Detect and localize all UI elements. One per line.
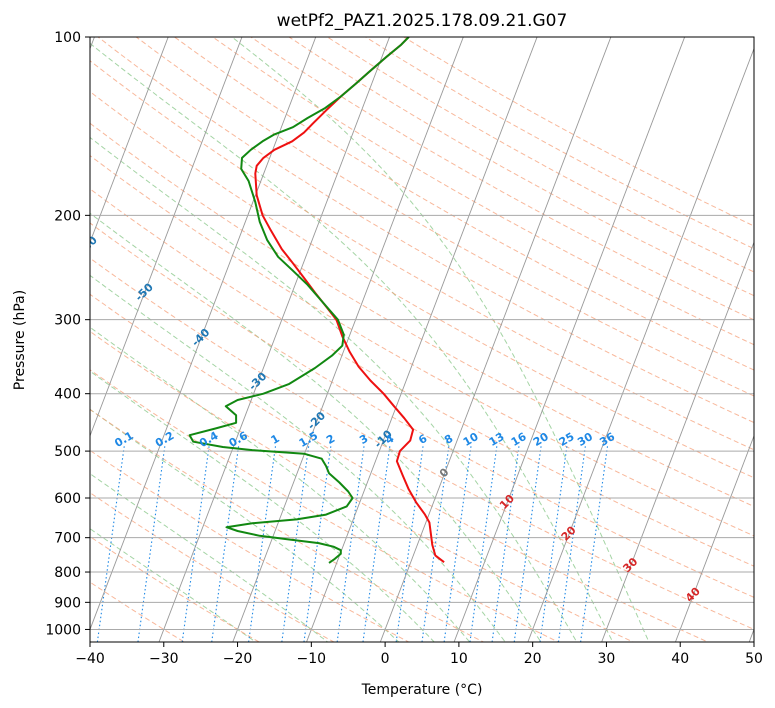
x-tick-label: 40 <box>671 651 689 667</box>
mixing-ratio-line <box>336 445 365 642</box>
moist-adiabat-line <box>90 326 471 642</box>
mixing-ratio-line <box>557 445 586 642</box>
x-tick-label: −40 <box>75 651 105 667</box>
isotherm-line <box>232 37 464 642</box>
pressure-grid <box>90 37 754 630</box>
x-tick-label: 20 <box>524 651 542 667</box>
y-tick-label: 500 <box>54 444 81 460</box>
mixing-ratio-line <box>303 445 332 642</box>
mixing-ratio-line <box>513 445 542 642</box>
x-tick-label: −20 <box>223 651 253 667</box>
isotherm-line <box>306 37 538 642</box>
x-tick-label: −30 <box>149 651 179 667</box>
mixing-ratio-line <box>469 445 498 642</box>
y-tick-label: 1000 <box>45 622 81 638</box>
profile-lines <box>188 37 445 564</box>
dry-adiabat-line <box>90 449 410 642</box>
isotherm-line <box>453 37 686 642</box>
isotherm-line <box>601 240 754 642</box>
dry-adiabat-line <box>90 257 754 630</box>
skewed-isotherms <box>90 37 754 642</box>
moist-adiabat-line <box>90 274 506 642</box>
mixing-ratio-line <box>580 445 609 642</box>
mixing-ratio-line <box>137 445 166 642</box>
chart-title: wetPf2_PAZ1.2025.178.09.21.G07 <box>277 11 568 31</box>
dry-adiabat-line <box>90 408 485 642</box>
moist-adiabat-line <box>90 370 435 642</box>
mixing-ratio-line <box>248 445 277 642</box>
moist-adiabat-line <box>90 528 257 642</box>
y-axis-ticks: 100 200 300 400 500 600 700 800 900 1000 <box>45 30 90 638</box>
dry-adiabat-line <box>135 37 754 397</box>
dry-adiabat-line <box>90 369 560 642</box>
dry-adiabat-line <box>90 536 261 642</box>
isotherm-line <box>90 37 243 438</box>
mixing-ratio-line <box>395 445 424 642</box>
mixing-ratio-line <box>539 445 568 642</box>
y-tick-label: 700 <box>54 531 81 547</box>
dry-adiabat-line <box>173 37 754 371</box>
isotherm-line <box>379 37 612 642</box>
moist-adiabat-line <box>231 37 650 642</box>
isotherm-line <box>90 37 169 244</box>
isotherm-line <box>527 47 754 642</box>
dry-adiabat-line <box>90 492 335 642</box>
mixing-ratio-line <box>211 445 240 642</box>
y-tick-label: 100 <box>54 30 81 46</box>
moist-adiabats <box>90 37 650 642</box>
isotherm-line <box>674 434 754 642</box>
y-tick-label: 300 <box>54 313 81 329</box>
dry-adiabat-line <box>402 37 754 227</box>
mixing-ratio-line <box>362 445 391 642</box>
mixing-ratio-line <box>281 445 310 642</box>
plot-area: -100-90-80-70-60-50-40-30-20-10010203040… <box>77 37 754 642</box>
y-tick-label: 400 <box>54 387 81 403</box>
moist-adiabat-line <box>90 212 542 642</box>
moist-adiabat-line <box>90 136 578 642</box>
y-tick-label: 200 <box>54 208 81 224</box>
x-axis-title: Temperature (°C) <box>361 682 483 698</box>
dry-adiabat-line <box>90 330 635 642</box>
dry-adiabat-line <box>90 188 754 567</box>
dry-adiabat-line <box>211 37 754 346</box>
dewpoint-profile-line <box>188 37 410 564</box>
dry-adiabat-line <box>90 122 754 508</box>
isotherm-label: -60 <box>77 233 100 256</box>
isotherm-line <box>90 37 317 631</box>
mixing-ratio-lines <box>96 445 609 642</box>
mixing-ratio-line <box>421 445 450 642</box>
x-axis-ticks: −40 −30 −20 −10 0 10 20 30 40 50 <box>75 642 763 667</box>
dry-adiabat-line <box>90 91 754 479</box>
x-tick-label: 50 <box>745 651 763 667</box>
mixing-ratio-line <box>491 445 520 642</box>
x-tick-label: −10 <box>297 651 327 667</box>
dry-adiabat-line <box>90 293 710 642</box>
x-tick-label: 30 <box>598 651 616 667</box>
x-tick-label: 10 <box>450 651 468 667</box>
isotherm-line <box>158 37 391 642</box>
y-tick-label: 900 <box>54 595 81 611</box>
y-tick-label: 600 <box>54 491 81 507</box>
y-tick-label: 800 <box>54 565 81 581</box>
moist-adiabat-line <box>90 42 614 642</box>
x-tick-label: 0 <box>381 651 390 667</box>
plot-frame <box>89 36 755 643</box>
mixing-ratio-line <box>443 445 472 642</box>
y-axis-title: Pressure (hPa) <box>12 290 28 390</box>
mixing-ratio-line <box>96 445 125 642</box>
mixing-ratio-line <box>181 445 210 642</box>
